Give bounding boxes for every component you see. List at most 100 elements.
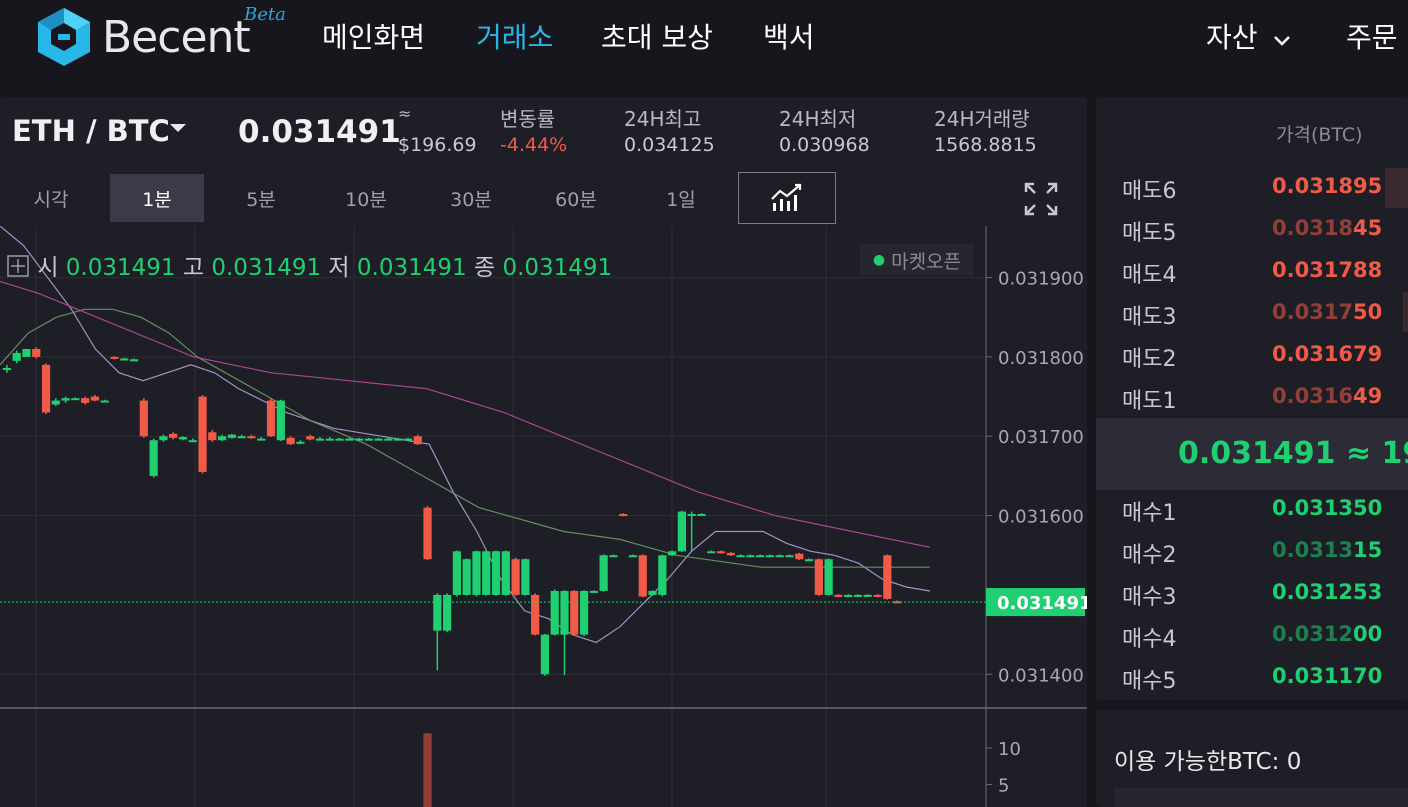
candle-body xyxy=(707,551,716,554)
candle-body xyxy=(814,559,823,595)
candle-body xyxy=(149,440,158,476)
timeframe-time[interactable]: 시각 xyxy=(33,188,69,211)
indicators-button[interactable] xyxy=(738,172,836,224)
candle-body xyxy=(22,348,31,357)
candle-body xyxy=(648,590,657,595)
volume-bar xyxy=(423,733,432,807)
candle-body xyxy=(394,438,403,441)
chevron-down-icon xyxy=(1274,36,1291,46)
depth-bar xyxy=(1403,292,1408,332)
price-axis-label: 0.031600 xyxy=(998,507,1084,528)
ask-price[interactable]: 0.031845 xyxy=(1272,216,1383,240)
timeframe-60min[interactable]: 60분 xyxy=(555,188,597,211)
nav-orders[interactable]: 주문 xyxy=(1346,21,1398,54)
candle-body xyxy=(579,590,589,635)
candle-body xyxy=(452,551,461,595)
candle-body xyxy=(384,438,393,441)
moving-average-line xyxy=(0,226,931,644)
timeframe-1day[interactable]: 1일 xyxy=(666,188,696,211)
bid-price[interactable]: 0.031170 xyxy=(1272,664,1383,688)
ask-price[interactable]: 0.031649 xyxy=(1272,384,1383,408)
market-status-label: 마켓오픈 xyxy=(891,250,962,273)
timeframe-10min[interactable]: 10분 xyxy=(345,188,387,211)
candle-body xyxy=(658,555,667,595)
candle-body xyxy=(716,551,726,554)
open-value: 0.031491 xyxy=(65,255,176,281)
pair-selector[interactable]: ETH / BTC xyxy=(12,114,170,148)
mid-price: 0.031491 ≈ 196.6 xyxy=(1178,436,1408,471)
candle-body xyxy=(550,590,559,635)
candle-body xyxy=(873,594,882,597)
becent-logo[interactable]: Becent Beta xyxy=(36,4,296,70)
candle-body xyxy=(129,359,139,362)
candle-body xyxy=(178,437,188,440)
nav-home[interactable]: 메인화면 xyxy=(322,21,426,54)
candle-body xyxy=(315,438,325,441)
ask-price[interactable]: 0.031788 xyxy=(1272,258,1383,282)
candle-body xyxy=(482,551,491,595)
bid-level-label: 매수5 xyxy=(1122,669,1177,694)
order-price-input[interactable] xyxy=(1114,788,1408,807)
timeframe-30min[interactable]: 30분 xyxy=(450,188,492,211)
candle-body xyxy=(795,553,804,560)
available-btc-balance: 이용 가능한BTC: 0 xyxy=(1114,749,1302,775)
nav-invite-rewards[interactable]: 초대 보상 xyxy=(601,21,713,54)
fullscreen-button[interactable] xyxy=(1022,180,1060,218)
candle-body xyxy=(354,438,364,441)
candle-body xyxy=(443,594,452,631)
nav-assets[interactable]: 자산 xyxy=(1206,16,1292,56)
candle-body xyxy=(736,555,745,558)
bid-level-label: 매수2 xyxy=(1122,543,1177,568)
candlestick-chart[interactable]: 0.031900 0.031800 0.031700 0.031600 0.031400… xyxy=(0,226,1087,807)
ask-level-label: 매도5 xyxy=(1122,221,1177,246)
orderbook-mid-price-row xyxy=(1096,418,1408,490)
candle-body xyxy=(853,594,863,597)
status-dot-icon: ● xyxy=(872,252,886,268)
candle-body xyxy=(345,438,354,441)
candle-body xyxy=(589,590,598,593)
crosshair-toggle-icon[interactable] xyxy=(6,254,30,278)
chart-canvas[interactable]: 0.031900 0.031800 0.031700 0.031600 0.031400… xyxy=(0,226,1087,807)
pair-dropdown-caret-icon[interactable] xyxy=(170,124,186,132)
depth-bar xyxy=(1385,168,1408,208)
last-price: 0.031491 xyxy=(238,114,401,150)
bid-price[interactable]: 0.031200 xyxy=(1272,622,1383,646)
orderbook-panel xyxy=(1096,97,1408,700)
candle-body xyxy=(863,594,872,597)
change-value: -4.44% xyxy=(500,134,568,156)
candle-body xyxy=(208,432,217,441)
bid-price[interactable]: 0.031253 xyxy=(1272,580,1383,604)
candle-body xyxy=(423,507,432,560)
ask-price[interactable]: 0.031895 xyxy=(1272,174,1383,198)
bid-price[interactable]: 0.031350 xyxy=(1272,496,1383,520)
approx-symbol: ≈ xyxy=(398,104,412,123)
ask-price[interactable]: 0.031750 xyxy=(1272,300,1383,324)
high-label: 고 xyxy=(182,255,205,281)
candle-body xyxy=(12,352,21,361)
current-price-tag xyxy=(986,588,1085,617)
candle-body xyxy=(697,514,706,516)
nav-whitepaper[interactable]: 백서 xyxy=(763,21,815,54)
price-axis-label: 0.031700 xyxy=(998,427,1084,448)
usd-value: $196.69 xyxy=(398,134,477,156)
timeframe-1min[interactable]: 1분 xyxy=(110,174,204,222)
bid-level-label: 매수4 xyxy=(1122,627,1177,652)
candle-body xyxy=(511,559,520,595)
candle-body xyxy=(2,368,12,371)
candle-body xyxy=(325,438,334,441)
nav-exchange[interactable]: 거래소 xyxy=(476,21,554,54)
candle-body xyxy=(531,594,540,635)
candle-body xyxy=(824,559,833,595)
ask-level-label: 매도6 xyxy=(1122,179,1177,204)
open-label: 시 xyxy=(37,255,59,281)
candle-body xyxy=(628,555,638,558)
candle-body xyxy=(462,559,471,595)
candle-body xyxy=(237,436,246,439)
candle-body xyxy=(433,594,442,631)
candle-body xyxy=(804,559,814,562)
candle-body xyxy=(844,594,853,597)
timeframe-5min[interactable]: 5분 xyxy=(246,188,276,211)
ask-price[interactable]: 0.031679 xyxy=(1272,342,1383,366)
low-24h-label: 24H최저 xyxy=(779,107,857,131)
bid-price[interactable]: 0.031315 xyxy=(1272,538,1383,562)
